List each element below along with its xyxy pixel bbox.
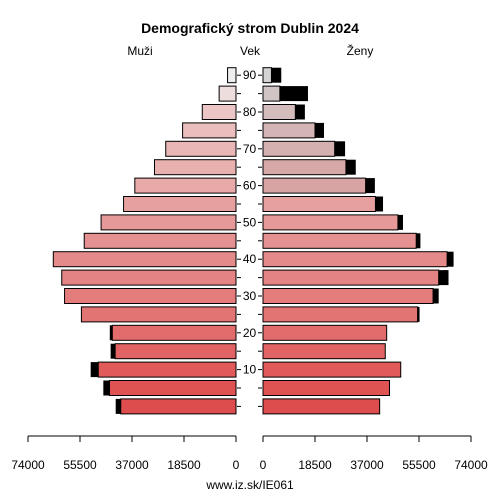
female-bar-25-29: [262, 306, 419, 323]
female-excess-70-74: [334, 141, 346, 157]
female-bar-35-39: [262, 269, 440, 286]
female-excess-75-79: [315, 122, 324, 138]
male-bar-5-9: [109, 380, 237, 396]
female-bar-10-14: [262, 361, 402, 378]
female-bar-55-59: [262, 196, 376, 212]
female-excess-30-34: [433, 288, 439, 304]
female-bar-85-89: [262, 85, 281, 102]
male-bar-75-79: [182, 122, 237, 139]
male-x-tick-label-2: 37000: [115, 458, 149, 472]
male-bar-45-49: [83, 232, 237, 249]
female-excess-85-89: [279, 86, 308, 102]
female-bar-70-74: [262, 140, 336, 157]
female-excess-55-59: [375, 196, 384, 212]
male-bar-25-29: [80, 306, 237, 323]
female-bar-40-44: [262, 251, 448, 268]
female-bar-45-49: [262, 232, 417, 249]
age-tick-label-20: 20: [243, 326, 257, 340]
male-bar-15-19: [114, 343, 237, 360]
male-bar-30-34: [64, 288, 237, 304]
age-tick-label-90: 90: [243, 68, 257, 82]
female-x-tick-label-1: 18500: [298, 458, 332, 472]
female-excess-60-64: [365, 178, 375, 194]
female-x-tick-label-2: 37000: [350, 458, 384, 472]
male-bar-80-84: [201, 104, 237, 120]
male-bar-85-89: [218, 85, 237, 102]
female-x-tick-label-0: 0: [260, 458, 267, 472]
female-bar-0-4: [262, 398, 381, 415]
female-excess-25-29: [417, 306, 420, 322]
female-x-tick-label-4: 74000: [454, 458, 488, 472]
female-excess-50-54: [397, 214, 403, 230]
male-bar-70-74: [165, 140, 237, 157]
female-excess-65-69: [345, 159, 356, 175]
age-tick-label-10: 10: [243, 363, 257, 377]
age-label: Vek: [240, 44, 261, 58]
axes-layer: 74000 0 55500 18500 37000 37000 18500 55500 0 740…: [11, 68, 488, 472]
age-tick-label-30: 30: [243, 289, 257, 303]
female-bar-60-64: [262, 177, 367, 194]
female-bar-30-34: [262, 288, 434, 304]
age-tick-label-80: 80: [243, 105, 257, 119]
male-x-tick-label-1: 55500: [63, 458, 97, 472]
male-x-tick-label-0: 74000: [11, 458, 45, 472]
footer-url: www.iz.sk/IE061: [205, 478, 294, 492]
female-excess-35-39: [438, 270, 449, 286]
male-x-tick-label-3: 18500: [167, 458, 201, 472]
male-bar-20-24: [111, 324, 237, 341]
female-excess-80-84: [295, 104, 305, 120]
male-bar-35-39: [61, 269, 237, 286]
male-bar-0-4: [120, 398, 237, 415]
age-tick-label-70: 70: [243, 142, 257, 156]
male-label: Muži: [127, 44, 152, 58]
female-bar-80-84: [262, 104, 296, 120]
age-tick-label-40: 40: [243, 252, 257, 266]
age-tick-label-60: 60: [243, 179, 257, 193]
female-bar-5-9: [262, 380, 390, 396]
female-bar-90+: [262, 67, 272, 84]
male-bar-50-54: [100, 214, 237, 231]
male-bar-60-64: [134, 177, 237, 194]
male-excess-10-14: [90, 362, 99, 378]
male-x-tick-label-4: 0: [233, 458, 240, 472]
male-bar-40-44: [52, 251, 237, 268]
chart-title: Demografický strom Dublin 2024: [141, 20, 359, 36]
female-excess-90+: [271, 67, 282, 83]
male-excess-15-19: [110, 343, 116, 359]
bars-layer: [52, 67, 454, 415]
female-bar-65-69: [262, 159, 347, 176]
female-bar-20-24: [262, 324, 388, 341]
female-x-tick-label-3: 55500: [402, 458, 436, 472]
male-excess-20-24: [109, 325, 113, 341]
female-bar-75-79: [262, 122, 316, 139]
female-excess-45-49: [416, 233, 421, 249]
male-bar-90+: [227, 67, 237, 84]
male-bar-10-14: [97, 361, 237, 378]
female-label: Ženy: [347, 43, 374, 58]
male-bar-55-59: [123, 196, 237, 212]
male-excess-0-4: [115, 398, 121, 414]
female-bar-50-54: [262, 214, 399, 231]
male-excess-5-9: [103, 380, 110, 396]
female-excess-40-44: [447, 251, 454, 267]
age-tick-label-50: 50: [243, 215, 257, 229]
female-bar-15-19: [262, 343, 386, 360]
male-bar-65-69: [153, 159, 237, 176]
